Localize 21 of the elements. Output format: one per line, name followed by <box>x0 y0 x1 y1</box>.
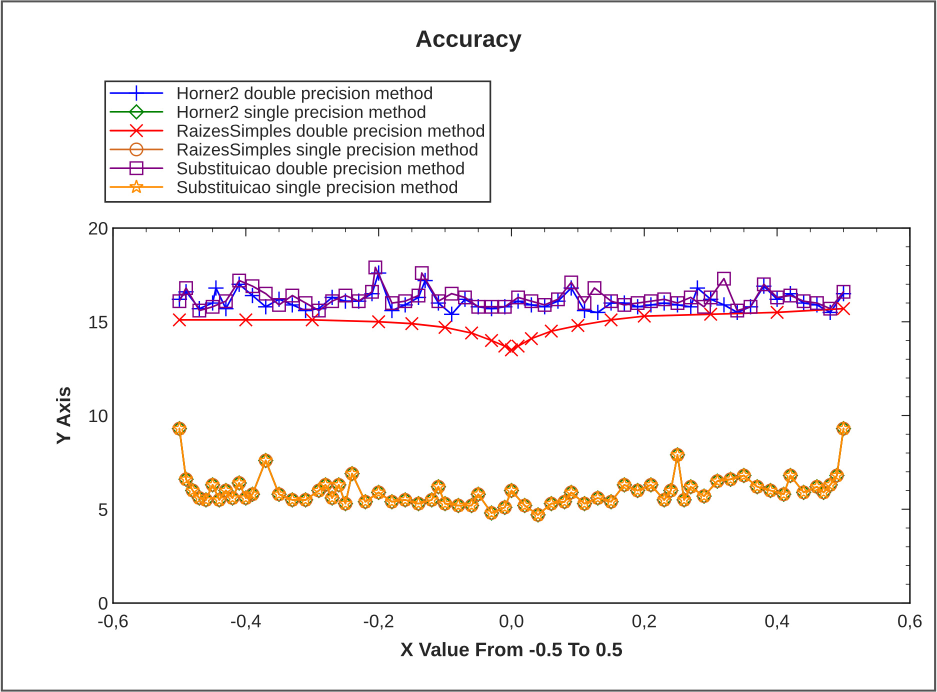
x-axis-title: X Value From -0.5 To 0.5 <box>400 642 622 656</box>
x-tick-label: 0,4 <box>765 614 790 630</box>
x-tick-label: -0,4 <box>231 614 261 630</box>
y-tick-label: 20 <box>88 222 108 235</box>
x-tick-label: -0,6 <box>98 614 128 630</box>
legend-label: Substituicao single precision method <box>177 180 458 197</box>
x-tick-label: 0,0 <box>500 614 524 630</box>
chart-title: Accuracy <box>416 30 522 52</box>
legend-label: RaizesSimples double precision method <box>178 124 484 140</box>
legend-label: RaizesSimples single precision method <box>178 142 478 160</box>
legend-label: Horner2 double precision method <box>178 86 432 103</box>
y-tick-label: 0 <box>98 596 108 610</box>
y-tick-label: 10 <box>89 409 108 422</box>
y-tick-label: 5 <box>98 503 108 516</box>
legend-label: Horner2 single precision method <box>178 105 426 122</box>
x-tick-label: 0,6 <box>898 614 922 630</box>
y-tick-label: 15 <box>89 316 108 328</box>
legend-label: Substituicao double precision method <box>177 162 464 178</box>
x-tick-label: 0,2 <box>632 614 656 630</box>
y-axis-title: Y Axis <box>56 387 70 444</box>
x-tick-label: -0,2 <box>364 614 394 630</box>
